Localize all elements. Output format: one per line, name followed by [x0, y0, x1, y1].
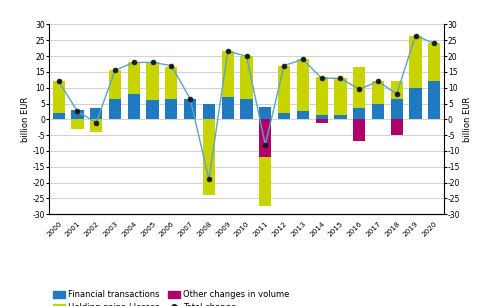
Bar — [241, 99, 252, 119]
Bar — [278, 113, 290, 119]
Bar — [90, 108, 103, 119]
Bar — [409, 88, 422, 119]
Bar — [109, 70, 121, 99]
Bar — [353, 119, 365, 141]
Bar — [353, 67, 365, 108]
Bar — [241, 56, 252, 99]
Legend: Financial transactions, Holding gains / losses, Other changes in volume, Total c: Financial transactions, Holding gains / … — [53, 290, 290, 306]
Bar — [259, 107, 271, 119]
Bar — [128, 94, 140, 119]
Bar — [222, 97, 234, 119]
Bar — [146, 100, 159, 119]
Bar — [203, 103, 215, 119]
Bar — [334, 78, 347, 115]
Bar — [128, 62, 140, 94]
Bar — [316, 119, 328, 122]
Bar — [109, 99, 121, 119]
Bar — [222, 51, 234, 97]
Y-axis label: billion EUR: billion EUR — [21, 97, 30, 142]
Bar — [184, 99, 196, 119]
Bar — [297, 59, 309, 111]
Bar — [297, 111, 309, 119]
Bar — [372, 81, 384, 103]
Y-axis label: billion EUR: billion EUR — [463, 97, 472, 142]
Bar — [390, 119, 403, 135]
Bar — [409, 35, 422, 88]
Bar — [53, 81, 65, 113]
Bar — [53, 113, 65, 119]
Bar — [203, 119, 215, 195]
Bar — [165, 67, 177, 99]
Bar — [428, 81, 440, 119]
Bar — [390, 99, 403, 119]
Bar — [390, 81, 403, 99]
Bar — [71, 110, 84, 119]
Bar — [428, 43, 440, 81]
Bar — [259, 157, 271, 206]
Bar — [316, 77, 328, 115]
Bar — [146, 62, 159, 100]
Bar — [353, 108, 365, 119]
Bar — [372, 103, 384, 119]
Bar — [278, 65, 290, 113]
Bar — [259, 119, 271, 157]
Bar — [316, 115, 328, 119]
Bar — [165, 99, 177, 119]
Bar — [71, 119, 84, 129]
Bar — [90, 119, 103, 132]
Bar — [334, 115, 347, 119]
